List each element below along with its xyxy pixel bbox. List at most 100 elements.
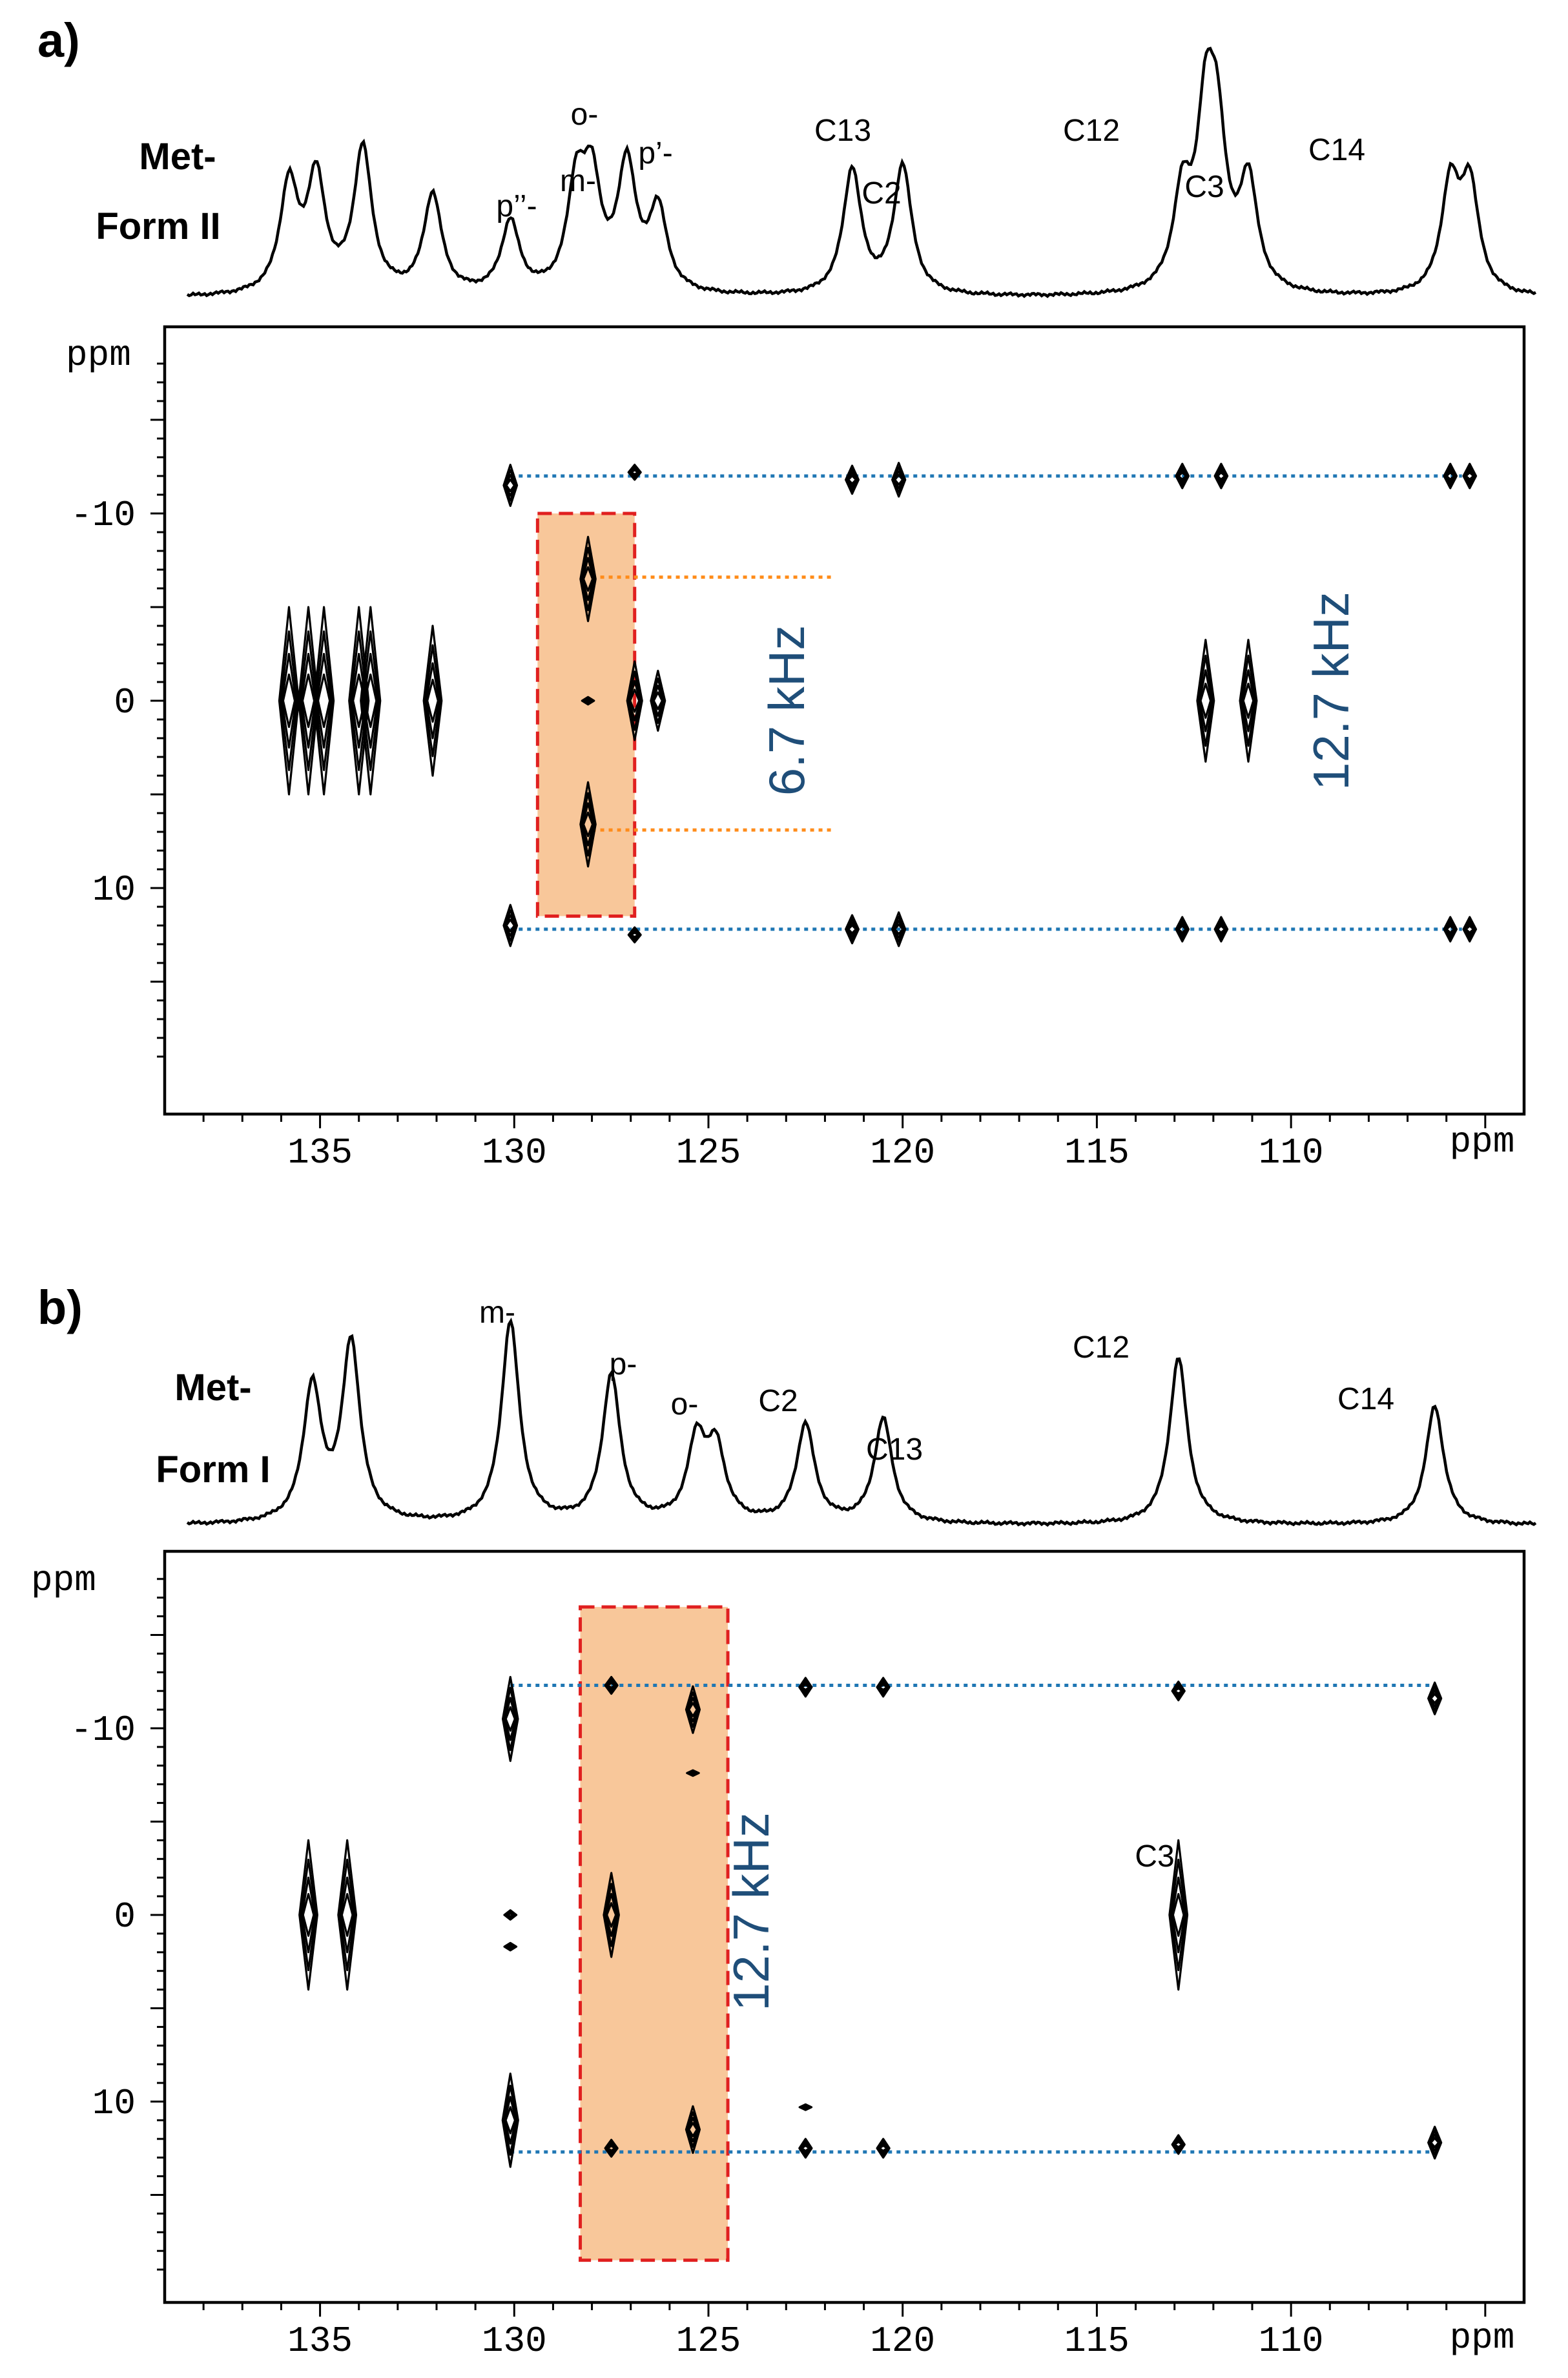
contour-peak xyxy=(627,464,642,481)
contour-peak xyxy=(798,2138,813,2159)
contour-peak xyxy=(579,781,597,868)
contour-peak xyxy=(604,2138,619,2158)
guide-lines xyxy=(510,474,1462,931)
contour-peak xyxy=(502,904,519,947)
contour-peak xyxy=(1175,462,1190,490)
contour-peak xyxy=(501,1675,519,1763)
highlight-box xyxy=(579,1605,730,2262)
contour-peak xyxy=(1171,2134,1186,2155)
contour-peak xyxy=(1213,462,1229,490)
x-tick-label: 120 xyxy=(870,2321,935,2362)
contour-peak xyxy=(1171,1680,1186,1702)
axes: 135 130 125 120 115 110 -10 0 10 xyxy=(70,1578,1487,2362)
x-tick-label: 110 xyxy=(1259,2321,1324,2362)
contour-peak xyxy=(845,914,860,945)
contour-peak xyxy=(686,1769,700,1777)
contour-peak xyxy=(501,2073,519,2168)
contour-peak xyxy=(579,535,597,623)
x-axis-label: ppm xyxy=(1450,1121,1515,1163)
contour-peak xyxy=(503,1941,518,1952)
contour-peaks xyxy=(298,1675,1443,2168)
contour-peak xyxy=(298,1839,318,1991)
peak-label-p-double-prime: p’’- xyxy=(496,189,537,223)
contour-peak xyxy=(627,926,642,944)
spectrum-trace xyxy=(186,47,1537,298)
panel-b: b) Met- Form I m- p- o- C2 C13 C12 C14 C… xyxy=(31,1281,1537,2362)
peak-label-o: o- xyxy=(571,98,599,132)
contour-peak xyxy=(503,1909,518,1921)
contour-peak xyxy=(422,625,443,777)
peak-label-c2: C2 xyxy=(861,176,901,211)
contour-peak xyxy=(1427,1681,1443,1715)
x-axis-label: ppm xyxy=(1450,2317,1515,2359)
contour-peak xyxy=(604,1675,619,1695)
annotation-12-7-khz: 12.7 kHz xyxy=(723,1812,779,2011)
contour-peak xyxy=(337,1839,358,1991)
peak-label-m: m- xyxy=(560,164,596,198)
contour-peak xyxy=(685,2105,701,2155)
contour-peak xyxy=(581,696,595,706)
contour-peak xyxy=(1196,639,1215,763)
contour-peak xyxy=(1427,2125,1443,2160)
annotation-6-7-khz: 6.7 kHz xyxy=(758,625,815,796)
contour-peak xyxy=(1168,1839,1189,1991)
y-tick-label: 10 xyxy=(92,869,136,911)
x-tick-label: 130 xyxy=(482,1132,547,1173)
peak-label-c3: C3 xyxy=(1135,1839,1174,1874)
x-tick-label: 115 xyxy=(1064,1132,1130,1173)
contour-peak xyxy=(845,464,860,495)
contour-peak xyxy=(1462,916,1478,943)
contour-peak xyxy=(1443,462,1458,490)
x-tick-label: 125 xyxy=(676,2321,741,2362)
x-tick-label: 110 xyxy=(1259,1132,1324,1173)
peak-label-o: o- xyxy=(671,1387,699,1422)
annotation-12-7-khz: 12.7 kHz xyxy=(1303,592,1359,791)
peak-label-c12: C12 xyxy=(1073,1330,1130,1365)
contour-peak xyxy=(626,660,643,741)
peak-label-c14: C14 xyxy=(1308,133,1365,167)
peak-label-c13: C13 xyxy=(866,1432,923,1467)
contour-peak xyxy=(685,1685,701,1734)
contour-peak xyxy=(798,2103,813,2111)
contour-peaks xyxy=(278,462,1478,947)
peak-label-c12: C12 xyxy=(1063,114,1120,148)
contour-peak xyxy=(1239,639,1258,763)
contour-peak xyxy=(1175,916,1190,943)
y-axis-label: ppm xyxy=(66,335,131,376)
contour-peak xyxy=(876,1677,891,1698)
axes: 135 130 125 120 115 110 -10 0 10 xyxy=(70,362,1487,1173)
x-tick-label: 120 xyxy=(870,1132,935,1173)
peak-label-c3: C3 xyxy=(1184,170,1224,204)
x-tick-label: 135 xyxy=(287,2321,353,2362)
guide-lines xyxy=(510,1684,1435,2154)
contour-peak xyxy=(1213,916,1229,943)
contour-peak xyxy=(297,606,320,796)
plot-frame xyxy=(163,1549,1526,2304)
panel-label: a) xyxy=(37,14,80,67)
sample-label-line2: Form I xyxy=(156,1449,270,1491)
y-tick-label: 0 xyxy=(114,682,136,723)
panel-a: a) Met- Form II o- m- p’’- p’- C13 C2 C1… xyxy=(37,14,1537,1173)
contour-peak xyxy=(876,2138,891,2159)
y-axis-label: ppm xyxy=(31,1560,96,1601)
contour-peak xyxy=(313,606,335,796)
y-tick-label: 10 xyxy=(92,2083,136,2124)
contour-peak xyxy=(891,462,907,498)
contour-peak xyxy=(1462,462,1478,490)
peak-label-c2: C2 xyxy=(758,1384,798,1418)
y-tick-label: -10 xyxy=(70,1710,136,1751)
sample-label-line1: Met- xyxy=(139,136,216,178)
contour-peak xyxy=(278,606,300,796)
sample-label-line2: Form II xyxy=(96,205,220,247)
panel-label: b) xyxy=(37,1281,83,1334)
contour-peak xyxy=(360,606,382,796)
peak-label-p: p- xyxy=(610,1347,637,1381)
y-tick-label: -10 xyxy=(70,495,136,536)
contour-peak xyxy=(891,911,907,947)
contour-peak xyxy=(650,670,666,732)
peak-label-p-prime: p’- xyxy=(638,136,672,171)
contour-peak xyxy=(502,464,519,507)
x-tick-label: 125 xyxy=(676,1132,741,1173)
contour-peak xyxy=(1443,916,1458,943)
